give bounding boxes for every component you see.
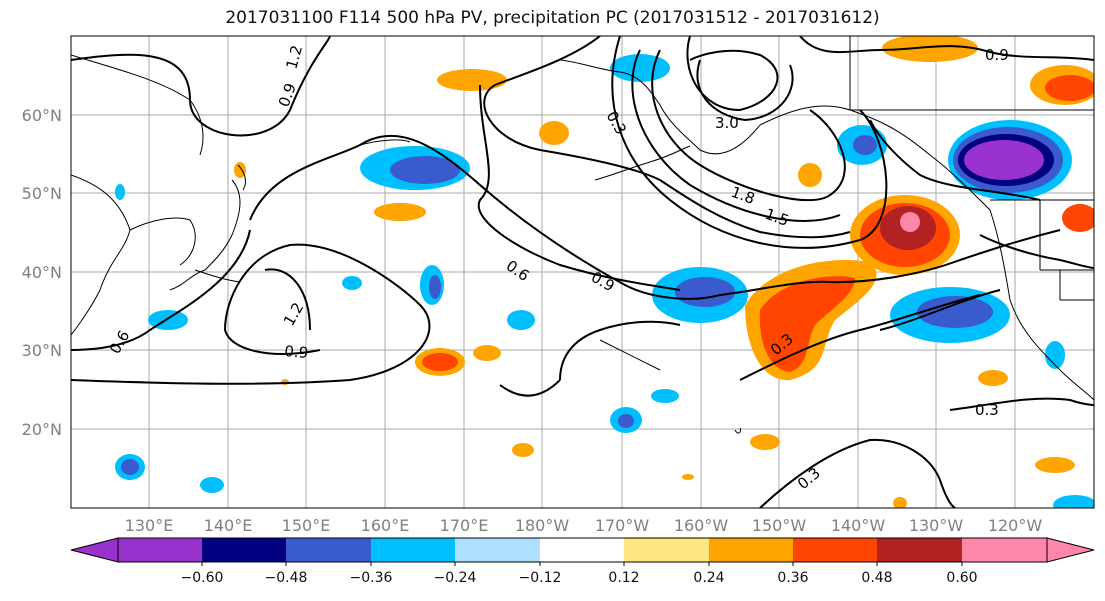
colorbar-tick-label: −0.36 bbox=[350, 570, 393, 586]
colorbar-segment bbox=[624, 538, 709, 562]
colorbar-tick-label: 0.48 bbox=[861, 570, 892, 586]
colorbar-segment bbox=[202, 538, 286, 562]
contour-label: 1.2 bbox=[282, 43, 306, 71]
colorbar-segment bbox=[371, 538, 455, 562]
colorbar-tick-label: 0.24 bbox=[693, 570, 724, 586]
precipitation-field bbox=[115, 36, 1094, 508]
lon-tick-label: 180°W bbox=[515, 516, 570, 535]
colorbar-segment bbox=[877, 538, 962, 562]
contour-label: 3.0 bbox=[715, 114, 739, 132]
colorbar-segment bbox=[962, 538, 1047, 562]
colorbar-segment bbox=[793, 538, 877, 562]
colorbar: −0.60 −0.48 −0.36 −0.24 −0.12 0.12 0.24 0.36 0.4… bbox=[70, 537, 1095, 586]
colorbar-tick-label: −0.60 bbox=[181, 570, 224, 586]
map-frame bbox=[70, 35, 1095, 509]
colorbar-tick-label: −0.24 bbox=[434, 570, 477, 586]
lat-tick-label: 40°N bbox=[22, 263, 62, 282]
latitude-labels: 60°N 50°N 40°N 30°N 20°N bbox=[22, 106, 62, 439]
lon-tick-label: 120°W bbox=[988, 516, 1043, 535]
lon-tick-label: 170°E bbox=[440, 516, 489, 535]
lon-tick-label: 140°E bbox=[204, 516, 253, 535]
colorbar-segment bbox=[709, 538, 793, 562]
colorbar-tick-label: 0.36 bbox=[777, 570, 808, 586]
colorbar-extend-min bbox=[70, 537, 119, 563]
contour-label: 0.9 bbox=[284, 342, 309, 362]
lon-tick-label: 160°E bbox=[361, 516, 410, 535]
colorbar-tick-label: −0.12 bbox=[519, 570, 562, 586]
colorbar-tick-label: 0.60 bbox=[946, 570, 977, 586]
lat-tick-label: 50°N bbox=[22, 184, 62, 203]
map-title: 2017031100 F114 500 hPa PV, precipitatio… bbox=[225, 8, 880, 28]
colorbar-outline bbox=[117, 537, 1048, 563]
lon-tick-label: 140°W bbox=[831, 516, 886, 535]
colorbar-tick-label: 0.12 bbox=[608, 570, 639, 586]
colorbar-segment bbox=[540, 538, 624, 562]
colorbar-segment bbox=[118, 538, 202, 562]
lon-tick-label: 150°E bbox=[282, 516, 331, 535]
lon-tick-label: 150°W bbox=[752, 516, 807, 535]
colorbar-extend-max bbox=[1046, 537, 1095, 563]
lon-tick-label: 170°W bbox=[595, 516, 650, 535]
coastlines bbox=[71, 36, 1094, 434]
longitude-labels: 130°E 140°E 150°E 160°E 170°E 180°W 170°W 160°W… bbox=[125, 516, 1043, 535]
colorbar-segment bbox=[455, 538, 540, 562]
colorbar-tick-label: −0.48 bbox=[265, 570, 308, 586]
lon-tick-label: 160°W bbox=[674, 516, 729, 535]
colorbar-segment bbox=[286, 538, 371, 562]
contour-label: 0.9 bbox=[985, 46, 1009, 64]
lat-tick-label: 20°N bbox=[22, 420, 62, 439]
lon-tick-label: 130°W bbox=[909, 516, 964, 535]
pv-contours bbox=[71, 36, 1094, 508]
lat-tick-label: 60°N bbox=[22, 106, 62, 125]
lat-tick-label: 30°N bbox=[22, 341, 62, 360]
contour-label: 0.3 bbox=[975, 401, 999, 419]
lon-tick-label: 130°E bbox=[125, 516, 174, 535]
